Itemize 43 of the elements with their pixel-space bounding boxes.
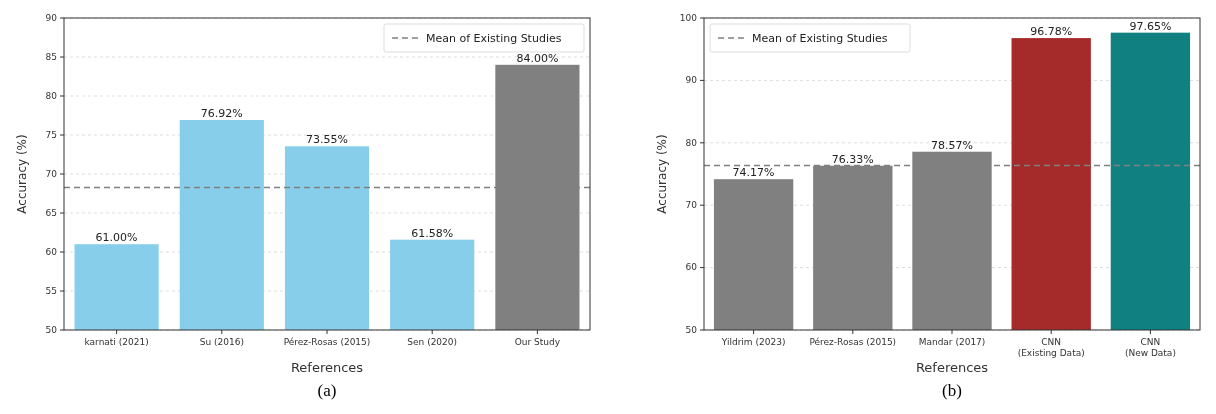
x-tick-label: CNN (New Data) xyxy=(1124,337,1176,358)
data-label: 73.55% xyxy=(306,133,348,147)
y-tick-label: 85 xyxy=(45,51,57,62)
x-axis-title: References xyxy=(290,360,364,375)
y-tick-label: 65 xyxy=(45,207,57,218)
y-tick-label: 60 xyxy=(45,246,58,257)
x-tick-label: Sen (2020) xyxy=(407,337,458,347)
legend-label: Mean of Existing Studies xyxy=(426,31,562,45)
x-tick-label: Yildrim (2023) xyxy=(720,337,786,347)
x-tick-label: CNN (Existing Data) xyxy=(1017,337,1085,358)
x-tick-label: karnati (2021) xyxy=(84,337,149,347)
data-label: 76.33% xyxy=(831,152,874,166)
y-axis-title: Accuracy (%) xyxy=(655,134,669,214)
y-tick-label: 60 xyxy=(685,262,698,273)
x-tick-label: Pérez-Rosas (2015) xyxy=(283,337,371,347)
y-tick-label: 90 xyxy=(685,75,698,86)
y-tick-label: 80 xyxy=(45,90,58,101)
x-tick-label: Mandar (2017) xyxy=(918,337,986,347)
y-tick-label: 70 xyxy=(685,200,698,211)
text: (a) xyxy=(317,381,337,400)
x-axis-title: References xyxy=(915,360,989,375)
data-label: 61.00% xyxy=(95,231,138,245)
y-tick-label: 75 xyxy=(45,129,57,140)
y-axis-title: Accuracy (%) xyxy=(15,134,29,214)
x-tick-label: Pérez-Rosas (2015) xyxy=(809,337,897,347)
data-label: 74.17% xyxy=(732,166,775,180)
text: (b) xyxy=(942,381,962,400)
data-label: 61.58% xyxy=(411,226,454,240)
data-label: 76.92% xyxy=(200,107,243,121)
data-label: 84.00% xyxy=(516,51,559,65)
y-tick-label: 100 xyxy=(679,12,698,23)
y-tick-label: 70 xyxy=(45,168,58,179)
data-label: 78.57% xyxy=(931,138,973,152)
y-tick-label: 90 xyxy=(45,12,58,23)
data-label: 96.78% xyxy=(1030,25,1073,39)
y-tick-label: 50 xyxy=(45,324,58,335)
y-tick-label: 80 xyxy=(685,137,698,148)
x-tick-label: Su (2016) xyxy=(199,337,244,347)
y-tick-label: 50 xyxy=(685,324,698,335)
legend-label: Mean of Existing Studies xyxy=(752,31,888,45)
data-label: 97.65% xyxy=(1129,19,1172,33)
x-tick-label: Our Study xyxy=(514,337,561,347)
y-tick-label: 55 xyxy=(45,285,57,296)
